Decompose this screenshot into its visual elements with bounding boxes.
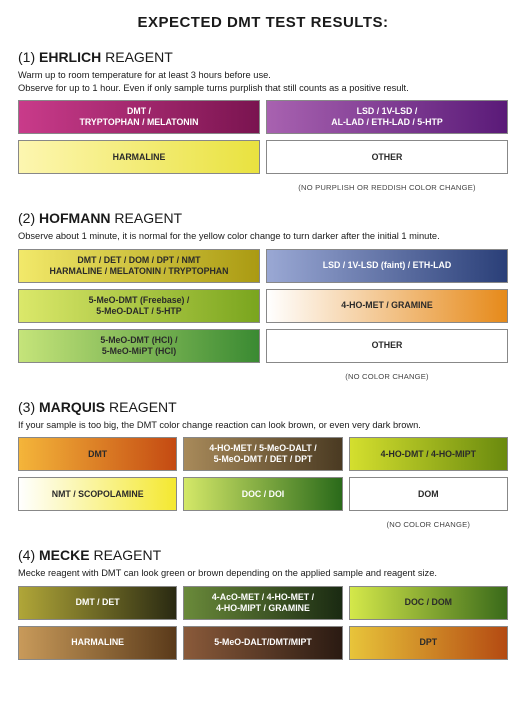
swatch-label: OTHER <box>372 152 403 163</box>
color-swatch: 5-MeO-DMT (HCl) /5-MeO-MiPT (HCl) <box>18 329 260 363</box>
swatch-note: (NO PURPLISH OR REDDISH COLOR CHANGE) <box>266 183 508 192</box>
reagent-instructions: Mecke reagent with DMT can look green or… <box>18 567 508 580</box>
color-swatch: LSD / 1V-LSD /AL-LAD / ETH-LAD / 5-HTP <box>266 100 508 134</box>
reagent-section: (3) MARQUIS REAGENT If your sample is too… <box>18 399 508 530</box>
swatch-rows: DMT / DET / DOM / DPT / NMTHARMALINE / M… <box>18 249 508 381</box>
swatch-rows: DMT 4-HO-MET / 5-MeO-DALT /5-MeO-DMT / DE… <box>18 437 508 529</box>
note-row: (NO COLOR CHANGE) <box>18 517 508 529</box>
swatch-label: DMT <box>88 449 107 460</box>
reagent-word: REAGENT <box>101 49 173 65</box>
color-swatch: DOM <box>349 477 508 511</box>
color-swatch: LSD / 1V-LSD (faint) / ETH-LAD <box>266 249 508 283</box>
swatch-row: NMT / SCOPOLAMINE DOC / DOI DOM <box>18 477 508 511</box>
color-swatch: 5-MeO-DMT (Freebase) /5-MeO-DALT / 5-HTP <box>18 289 260 323</box>
color-swatch: 5-MeO-DALT/DMT/MIPT <box>183 626 342 660</box>
swatch-label: DMT / DET / DOM / DPT / NMTHARMALINE / M… <box>49 255 228 277</box>
reagent-word: REAGENT <box>90 547 162 563</box>
color-swatch: HARMALINE <box>18 626 177 660</box>
swatch-row: 5-MeO-DMT (HCl) /5-MeO-MiPT (HCl) OTHER <box>18 329 508 363</box>
reagent-section: (2) HOFMANN REAGENT Observe about 1 minut… <box>18 210 508 381</box>
reagent-heading: (1) EHRLICH REAGENT <box>18 49 508 65</box>
reagent-number: (2) <box>18 210 39 226</box>
color-swatch: 4-HO-DMT / 4-HO-MIPT <box>349 437 508 471</box>
swatch-rows: DMT / DET 4-AcO-MET / 4-HO-MET /4-HO-MIPT… <box>18 586 508 660</box>
color-swatch: DMT / DET <box>18 586 177 620</box>
color-swatch: OTHER <box>266 140 508 174</box>
color-swatch: DMT <box>18 437 177 471</box>
color-swatch: 4-AcO-MET / 4-HO-MET /4-HO-MIPT / GRAMIN… <box>183 586 342 620</box>
swatch-label: LSD / 1V-LSD (faint) / ETH-LAD <box>323 260 452 271</box>
swatch-rows: DMT /TRYPTOPHAN / MELATONIN LSD / 1V-LSD … <box>18 100 508 192</box>
note-row: (NO PURPLISH OR REDDISH COLOR CHANGE) <box>18 180 508 192</box>
color-swatch: DMT / DET / DOM / DPT / NMTHARMALINE / M… <box>18 249 260 283</box>
swatch-row: DMT / DET 4-AcO-MET / 4-HO-MET /4-HO-MIPT… <box>18 586 508 620</box>
color-swatch: DOC / DOM <box>349 586 508 620</box>
swatch-label: OTHER <box>372 340 403 351</box>
color-swatch: HARMALINE <box>18 140 260 174</box>
swatch-label: 5-MeO-DMT (Freebase) /5-MeO-DALT / 5-HTP <box>89 295 190 317</box>
note-row: (NO COLOR CHANGE) <box>18 369 508 381</box>
reagent-number: (1) <box>18 49 39 65</box>
reagent-section: (4) MECKE REAGENT Mecke reagent with DMT … <box>18 547 508 660</box>
swatch-label: 4-AcO-MET / 4-HO-MET /4-HO-MIPT / GRAMIN… <box>212 592 314 614</box>
swatch-label: NMT / SCOPOLAMINE <box>52 489 144 500</box>
swatch-label: DOC / DOM <box>405 597 452 608</box>
reagent-instructions: Warm up to room temperature for at least… <box>18 69 508 94</box>
color-swatch: NMT / SCOPOLAMINE <box>18 477 177 511</box>
swatch-label: 5-MeO-DALT/DMT/MIPT <box>214 637 312 648</box>
reagent-number: (4) <box>18 547 39 563</box>
swatch-label: HARMALINE <box>71 637 124 648</box>
reagent-section: (1) EHRLICH REAGENT Warm up to room tempe… <box>18 49 508 192</box>
swatch-note: (NO COLOR CHANGE) <box>266 372 508 381</box>
swatch-label: 4-HO-DMT / 4-HO-MIPT <box>381 449 476 460</box>
reagent-name: MARQUIS <box>39 399 105 415</box>
page-title: EXPECTED DMT TEST RESULTS: <box>18 14 508 31</box>
reagent-instructions: Observe about 1 minute, it is normal for… <box>18 230 508 243</box>
swatch-label: LSD / 1V-LSD /AL-LAD / ETH-LAD / 5-HTP <box>331 106 442 128</box>
swatch-label: 5-MeO-DMT (HCl) /5-MeO-MiPT (HCl) <box>100 335 177 357</box>
color-swatch: DMT /TRYPTOPHAN / MELATONIN <box>18 100 260 134</box>
swatch-label: DMT /TRYPTOPHAN / MELATONIN <box>80 106 199 128</box>
color-swatch: OTHER <box>266 329 508 363</box>
reagent-instructions: If your sample is too big, the DMT color… <box>18 419 508 432</box>
swatch-label: 4-HO-MET / 5-MeO-DALT /5-MeO-DMT / DET /… <box>209 443 316 465</box>
reagent-heading: (3) MARQUIS REAGENT <box>18 399 508 415</box>
sections-container: (1) EHRLICH REAGENT Warm up to room tempe… <box>18 49 508 660</box>
swatch-label: DOC / DOI <box>242 489 285 500</box>
reagent-name: EHRLICH <box>39 49 101 65</box>
swatch-label: DMT / DET <box>76 597 120 608</box>
swatch-label: 4-HO-MET / GRAMINE <box>341 300 432 311</box>
swatch-label: DPT <box>420 637 438 648</box>
swatch-row: 5-MeO-DMT (Freebase) /5-MeO-DALT / 5-HTP… <box>18 289 508 323</box>
reagent-name: HOFMANN <box>39 210 111 226</box>
swatch-note: (NO COLOR CHANGE) <box>349 520 508 529</box>
swatch-row: HARMALINE OTHER <box>18 140 508 174</box>
color-swatch: DPT <box>349 626 508 660</box>
reagent-word: REAGENT <box>105 399 177 415</box>
swatch-label: DOM <box>418 489 439 500</box>
color-swatch: 4-HO-MET / 5-MeO-DALT /5-MeO-DMT / DET /… <box>183 437 342 471</box>
swatch-row: HARMALINE 5-MeO-DALT/DMT/MIPT DPT <box>18 626 508 660</box>
reagent-word: REAGENT <box>111 210 183 226</box>
reagent-heading: (4) MECKE REAGENT <box>18 547 508 563</box>
swatch-label: HARMALINE <box>113 152 166 163</box>
swatch-row: DMT / DET / DOM / DPT / NMTHARMALINE / M… <box>18 249 508 283</box>
reagent-name: MECKE <box>39 547 90 563</box>
reagent-number: (3) <box>18 399 39 415</box>
color-swatch: DOC / DOI <box>183 477 342 511</box>
swatch-row: DMT 4-HO-MET / 5-MeO-DALT /5-MeO-DMT / DE… <box>18 437 508 471</box>
color-swatch: 4-HO-MET / GRAMINE <box>266 289 508 323</box>
swatch-row: DMT /TRYPTOPHAN / MELATONIN LSD / 1V-LSD … <box>18 100 508 134</box>
reagent-heading: (2) HOFMANN REAGENT <box>18 210 508 226</box>
